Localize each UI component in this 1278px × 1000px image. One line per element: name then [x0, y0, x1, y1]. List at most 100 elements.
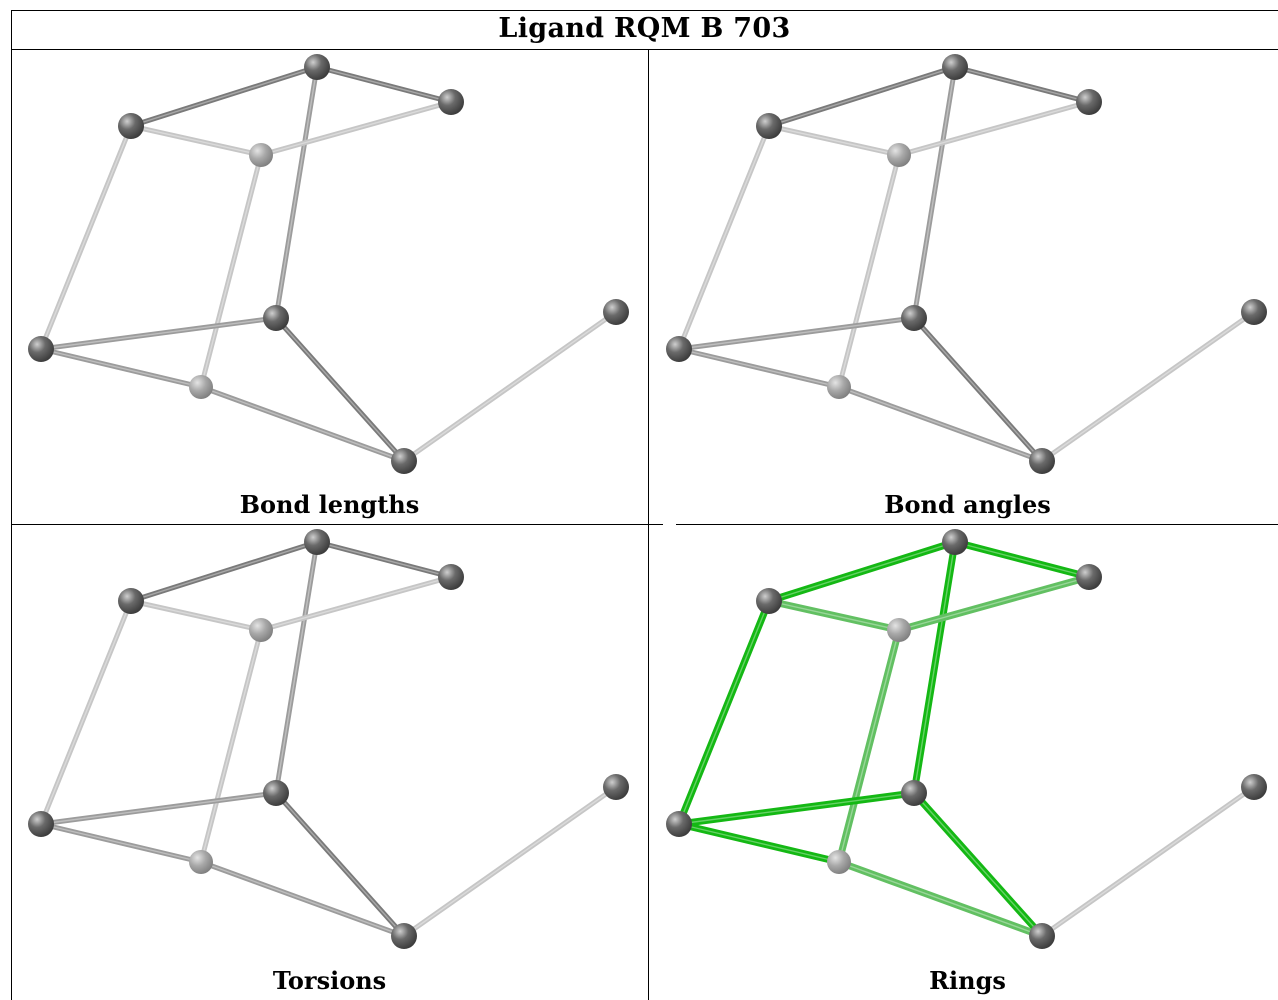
bond-FG — [38, 346, 204, 390]
atom-B — [118, 588, 144, 614]
bond-DG — [198, 152, 264, 390]
title-row: Ligand RQM B 703 — [11, 10, 1278, 50]
column-divider — [648, 50, 649, 1000]
bond-GH — [835, 858, 1046, 940]
atom-H — [391, 923, 417, 949]
bond-EH — [273, 315, 407, 464]
molecule-image-bond-angles — [666, 54, 1267, 474]
bond-shine-FG — [678, 823, 840, 863]
bond-HI — [1039, 784, 1257, 939]
bond-BD — [128, 123, 264, 158]
bond-shine-BF — [678, 600, 770, 825]
atom-F — [28, 336, 54, 362]
atom-D — [249, 143, 273, 167]
bond-shine-GH — [838, 861, 1043, 937]
bond-shine-AE — [913, 66, 956, 319]
bond-shine-AB — [130, 66, 318, 127]
bond-GH — [198, 384, 407, 464]
bond-EH — [273, 790, 407, 939]
bond-shine-FE — [40, 317, 277, 350]
bond-AE — [910, 538, 959, 797]
bond-shine-EH — [913, 792, 1043, 937]
bond-shine-FE — [678, 317, 915, 350]
bond-FE — [38, 315, 279, 352]
bond-FE — [675, 789, 918, 828]
bond-BF — [675, 597, 773, 828]
atom-B — [756, 588, 782, 614]
atom-F — [28, 811, 54, 837]
bond-shine-AE — [913, 541, 956, 794]
atom-A — [942, 529, 968, 555]
bond-BF — [38, 123, 134, 352]
panel-bond-angles: Bond angles — [649, 50, 1278, 524]
bond-shine-BF — [40, 125, 132, 350]
bond-AC — [314, 539, 454, 580]
bond-HI — [401, 309, 619, 464]
atom-G — [827, 375, 851, 399]
atom-H — [1029, 448, 1055, 474]
bond-AC — [951, 538, 1093, 581]
bond-FG — [38, 821, 204, 865]
bond-EH — [911, 315, 1045, 464]
bond-shine-BD — [768, 600, 900, 631]
bond-shine-AC — [954, 66, 1090, 103]
bond-BF — [676, 123, 772, 352]
bond-shine-BD — [130, 125, 262, 156]
row-divider-left — [11, 524, 663, 525]
bond-shine-AE — [275, 66, 318, 319]
atom-I — [603, 299, 629, 325]
bond-shine-DG — [838, 154, 900, 388]
bond-shine-DC — [260, 101, 452, 156]
bond-shine-BF — [678, 125, 770, 350]
atom-F — [666, 336, 692, 362]
bond-shine-FG — [40, 823, 202, 863]
bond-DG — [836, 152, 902, 390]
atom-B — [756, 113, 782, 139]
bond-shine-EH — [275, 792, 405, 937]
atom-D — [887, 143, 911, 167]
bond-DC — [895, 573, 1093, 634]
caption-bond-angles: Bond angles — [884, 490, 1051, 519]
atom-E — [901, 780, 927, 806]
bond-shine-BF — [40, 600, 132, 825]
bond-shine-DG — [838, 629, 900, 863]
bond-shine-BD — [768, 125, 900, 156]
bond-shine-DG — [200, 154, 262, 388]
bond-BD — [765, 597, 903, 634]
bond-DC — [896, 99, 1092, 158]
atom-G — [189, 850, 213, 874]
bond-shine-FE — [678, 792, 915, 825]
atom-A — [304, 529, 330, 555]
panel-rings: Rings — [649, 525, 1278, 999]
bond-shine-AB — [768, 66, 956, 127]
atom-D — [887, 618, 911, 642]
atom-F — [666, 811, 692, 837]
bond-DC — [258, 99, 454, 158]
atom-C — [438, 89, 464, 115]
bond-shine-BD — [130, 600, 262, 631]
bond-BF — [38, 598, 134, 827]
atom-A — [304, 54, 330, 80]
bond-shine-AB — [768, 541, 956, 602]
bond-shine-GH — [838, 386, 1043, 462]
molecule-image-torsions — [28, 529, 629, 949]
bond-shine-HI — [403, 786, 617, 937]
atom-B — [118, 113, 144, 139]
caption-rings: Rings — [929, 966, 1006, 995]
bond-shine-AE — [275, 541, 318, 794]
bond-shine-GH — [200, 861, 405, 937]
molecule-image-rings — [666, 529, 1267, 949]
bond-AC — [314, 64, 454, 105]
atom-C — [1076, 89, 1102, 115]
bond-HI — [401, 784, 619, 939]
bond-shine-GH — [200, 386, 405, 462]
row-divider-right — [676, 524, 1278, 525]
bond-AE — [911, 64, 958, 321]
atom-H — [1029, 923, 1055, 949]
bond-GH — [198, 859, 407, 939]
bond-shine-AC — [316, 541, 452, 578]
atom-C — [438, 564, 464, 590]
atom-A — [942, 54, 968, 80]
bond-FG — [675, 820, 843, 866]
bond-shine-HI — [1041, 786, 1255, 937]
